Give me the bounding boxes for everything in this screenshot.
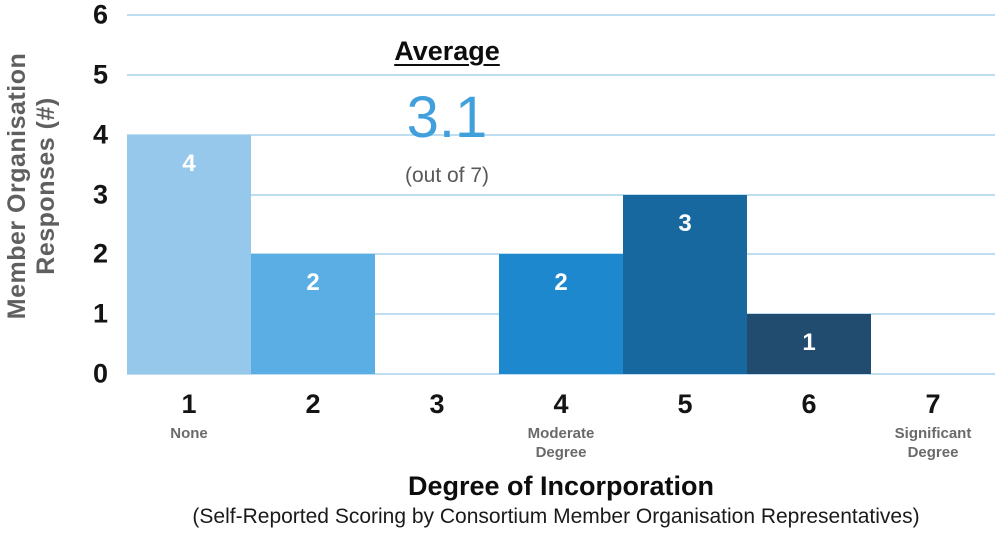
x-tick-label-1: 1 xyxy=(181,389,197,419)
bar-category-5: 3 xyxy=(623,194,747,374)
y-tick-label: 5 xyxy=(92,59,108,90)
gridline xyxy=(127,14,995,16)
x-tick-label-6: 6 xyxy=(801,389,817,419)
x-tick-sublabel-1: None xyxy=(170,425,208,442)
y-tick-label: 3 xyxy=(92,179,108,209)
x-tick-label-5: 5 xyxy=(677,389,693,419)
gridline xyxy=(127,253,995,256)
x-tick-label-7: 7 xyxy=(925,389,941,419)
x-tick-label-3: 3 xyxy=(429,389,445,419)
y-tick-label: 0 xyxy=(92,358,108,389)
x-tick-label-2: 2 xyxy=(305,389,321,419)
bar-value-label: 2 xyxy=(554,269,568,297)
y-axis-ticks: 0 1 2 3 4 5 6 xyxy=(60,0,118,389)
gridline xyxy=(127,133,995,136)
bar-value-label: 1 xyxy=(802,329,816,357)
y-tick-label: 4 xyxy=(92,119,108,150)
y-axis-title: Member Organisation Responses (#) xyxy=(3,6,61,366)
gridline xyxy=(127,373,995,375)
gridline xyxy=(127,193,995,196)
gridline xyxy=(127,73,995,76)
x-axis-ticks: 1 None 2 3 4 Moderate Degree 5 6 7 Significant De… xyxy=(127,382,995,467)
x-tick-sublabel-4: Moderate Degree xyxy=(527,425,595,461)
bar-value-label: 4 xyxy=(182,149,196,177)
bar-category-6: 1 xyxy=(747,314,871,374)
bar-value-label: 2 xyxy=(306,269,320,297)
x-axis-subtitle: (Self-Reported Scoring by Consortium Mem… xyxy=(192,505,920,528)
average-annotation-value: 3.1 xyxy=(406,85,488,150)
plot-area: 4 2 2 3 1 xyxy=(127,14,995,375)
y-axis-title-line1: Member Organisation xyxy=(3,52,31,320)
bar-value-label: 3 xyxy=(678,209,692,237)
y-tick-label: 1 xyxy=(92,298,108,329)
average-annotation: Average 3.1 (out of 7) xyxy=(394,36,500,188)
average-annotation-note: (out of 7) xyxy=(404,164,490,187)
bar-category-4: 2 xyxy=(499,254,623,374)
x-tick-sublabel-7: Significant Degree xyxy=(894,425,972,461)
average-annotation-title: Average xyxy=(394,36,500,66)
y-tick-label: 2 xyxy=(92,238,108,269)
bar-category-2: 2 xyxy=(251,254,375,374)
x-axis-title: Degree of Incorporation xyxy=(407,471,715,501)
bar-category-1: 4 xyxy=(127,134,251,374)
y-tick-label: 6 xyxy=(92,0,108,30)
y-axis-title-line2: Responses (#) xyxy=(32,97,60,275)
x-tick-label-4: 4 xyxy=(553,389,569,419)
